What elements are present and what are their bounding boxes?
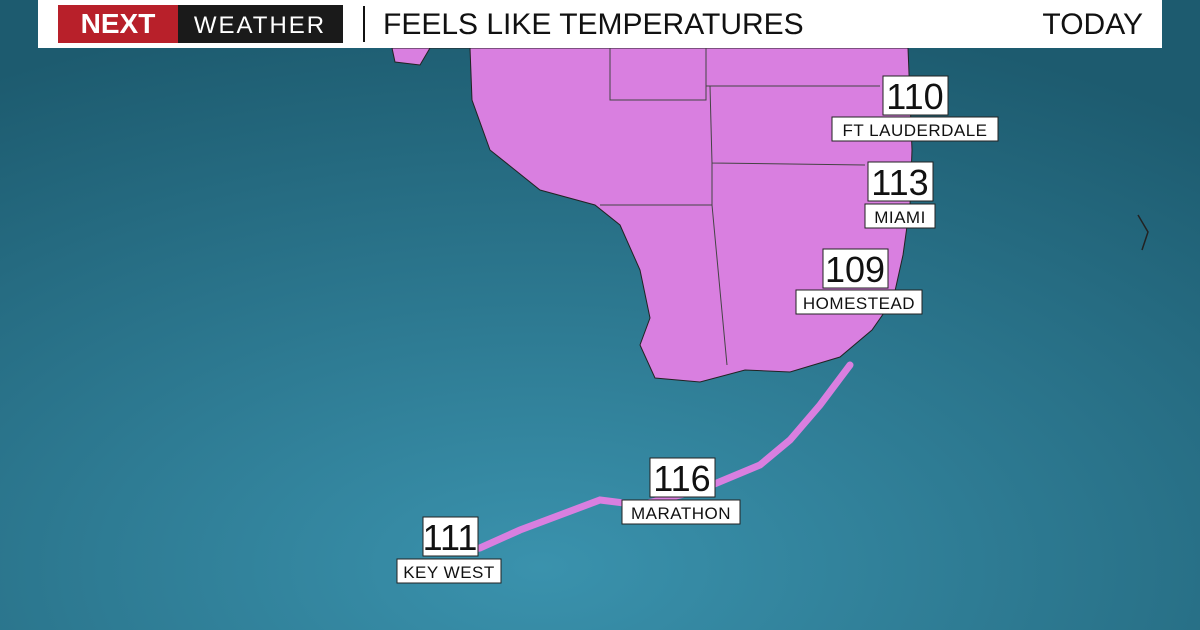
city-label: 109 HOMESTEAD (795, 248, 923, 315)
county-lines (600, 48, 880, 366)
city-label: 110 FT LAUDERDALE (831, 75, 999, 142)
city-name: FT LAUDERDALE (842, 121, 987, 140)
temp-box (822, 248, 889, 289)
city-label: 116 MARATHON (621, 457, 741, 525)
logo-red (58, 5, 178, 43)
temperature: 113 (871, 162, 928, 203)
temperature: 111 (423, 517, 478, 558)
period: TODAY (1042, 8, 1143, 41)
temperature: 116 (653, 458, 710, 499)
temperature: 110 (886, 76, 943, 117)
name-box (831, 116, 999, 142)
logo-suffix: WEATHER (194, 12, 326, 39)
name-box (864, 203, 936, 229)
temp-box (649, 457, 716, 498)
title: FEELS LIKE TEMPERATURES (383, 8, 804, 41)
temperature: 109 (825, 249, 885, 290)
logo-brand: NEXT (81, 8, 156, 39)
temp-box (882, 75, 949, 116)
city-name: HOMESTEAD (803, 294, 915, 313)
name-box (621, 499, 741, 525)
island (1137, 214, 1149, 251)
city-label: 113 MIAMI (864, 161, 936, 229)
name-box (795, 289, 923, 315)
florida-land (392, 47, 913, 383)
city-label: 111 KEY WEST (396, 516, 502, 584)
city-name: KEY WEST (403, 563, 495, 582)
temp-box (422, 516, 479, 557)
city-name: MIAMI (874, 208, 926, 227)
name-box (396, 558, 502, 584)
temp-box (867, 161, 934, 202)
city-name: MARATHON (631, 504, 731, 523)
